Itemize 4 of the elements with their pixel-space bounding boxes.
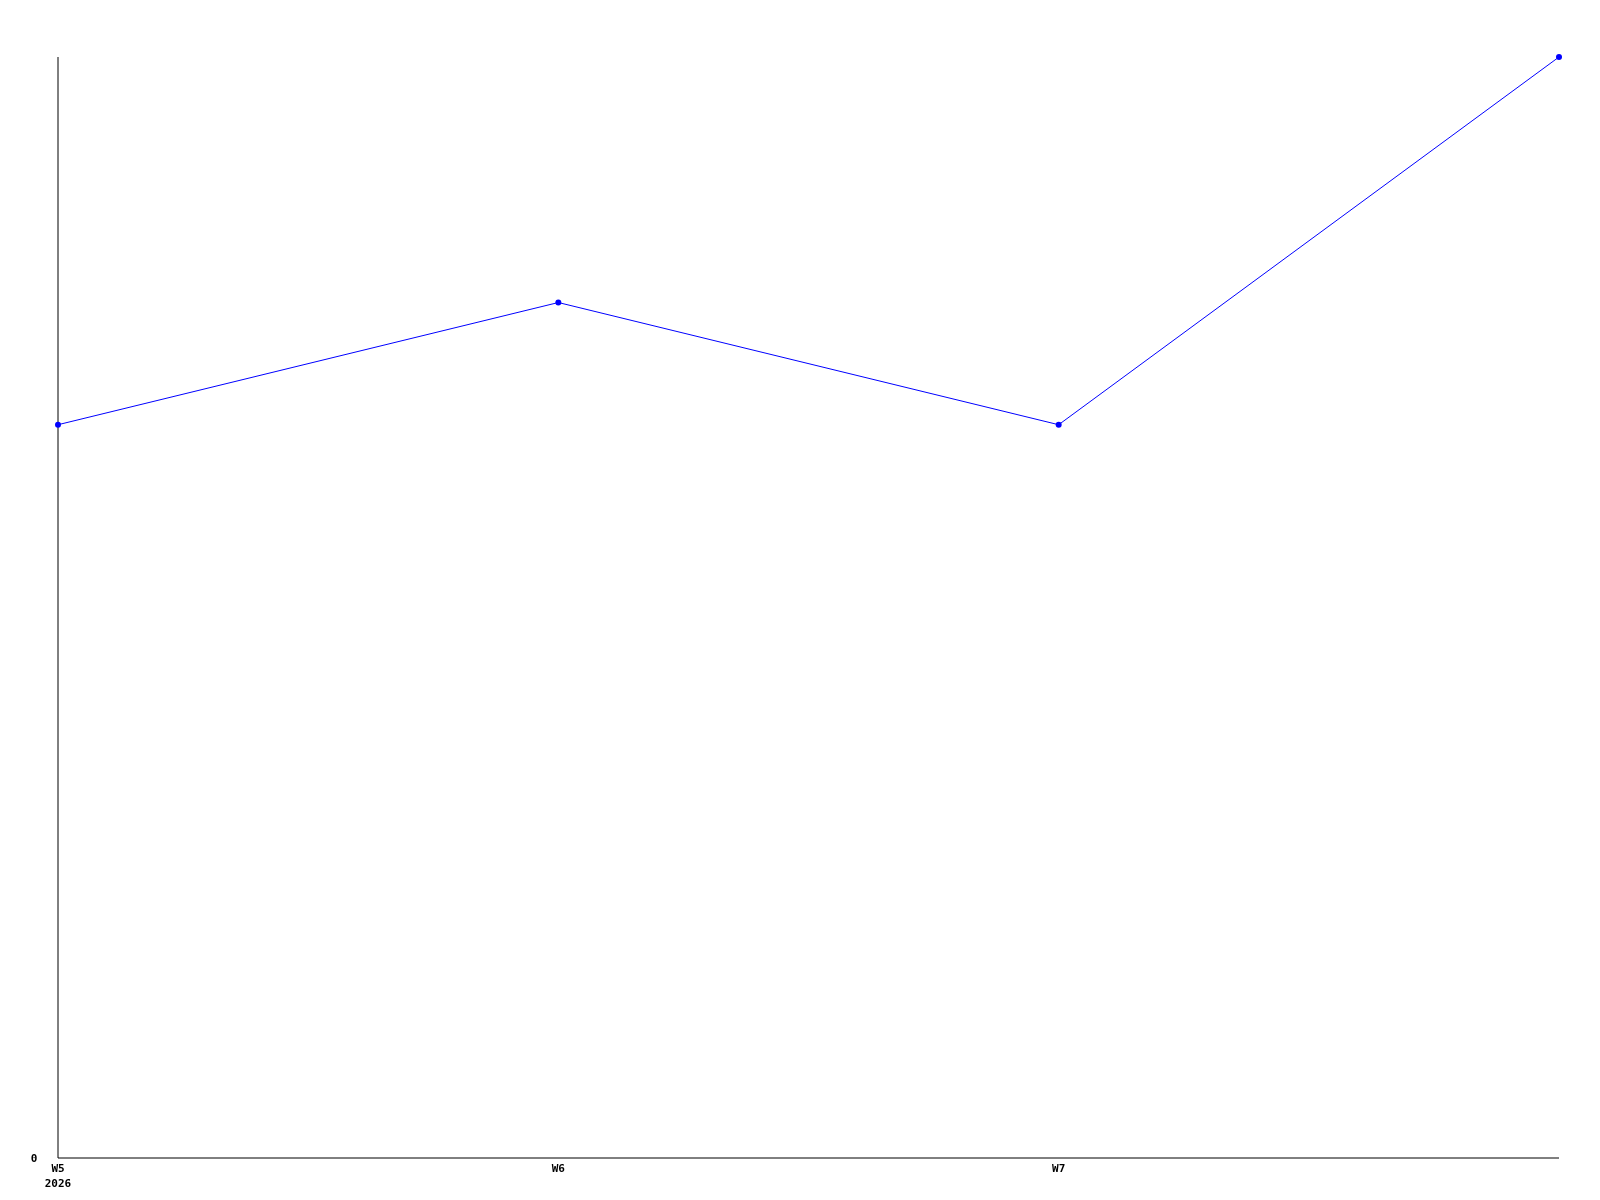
text: 0: [30, 1152, 38, 1165]
x-tick-label: W5 2026: [44, 1162, 72, 1190]
x-tick-label: W6: [551, 1162, 566, 1175]
x-tick-label: W7: [1052, 1162, 1066, 1175]
